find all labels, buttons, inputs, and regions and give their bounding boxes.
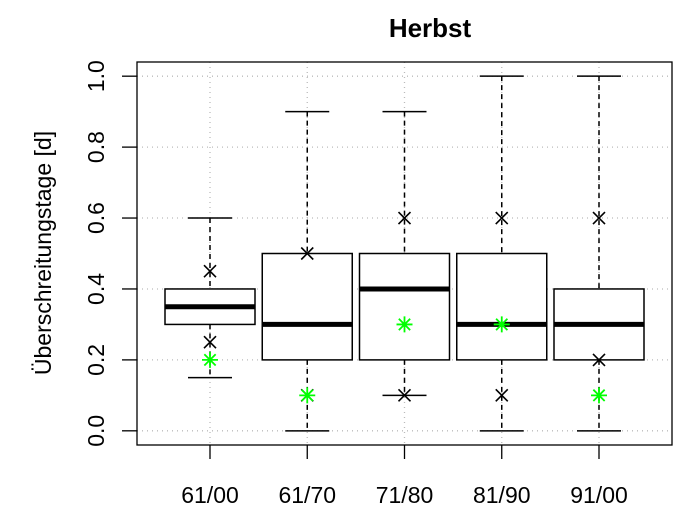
- cross-marker: [495, 388, 509, 402]
- cross-marker: [300, 246, 314, 261]
- star-marker: [299, 387, 316, 404]
- y-tick-label: 0.6: [83, 202, 109, 234]
- cross-marker: [397, 388, 412, 402]
- y-tick-label: 0.2: [83, 344, 109, 376]
- y-tick-label: 0.4: [83, 273, 109, 305]
- box: [456, 252, 548, 361]
- star-marker: [202, 351, 218, 368]
- star-marker: [591, 387, 607, 404]
- box: [358, 252, 451, 361]
- x-tick-label: 81/90: [473, 482, 531, 508]
- cross-marker: [203, 335, 217, 349]
- x-tick-label: 61/70: [278, 482, 336, 508]
- x-tick-label: 61/00: [181, 482, 239, 508]
- box: [261, 252, 353, 361]
- chart-title: Herbst: [389, 13, 472, 43]
- y-axis-label: Überschreitungstage [d]: [30, 131, 56, 375]
- star-marker: [396, 316, 413, 333]
- y-tick-label: 0.8: [83, 131, 109, 163]
- cross-marker: [592, 211, 606, 225]
- cross-marker: [397, 211, 412, 225]
- x-tick-label: 71/80: [376, 482, 434, 508]
- cross-marker: [592, 353, 606, 367]
- y-tick-label: 0.0: [83, 415, 109, 447]
- cross-marker: [203, 264, 217, 278]
- star-marker: [493, 316, 510, 333]
- cross-marker: [495, 211, 509, 225]
- y-tick-label: 1.0: [83, 60, 109, 92]
- x-tick-label: 91/00: [570, 482, 628, 508]
